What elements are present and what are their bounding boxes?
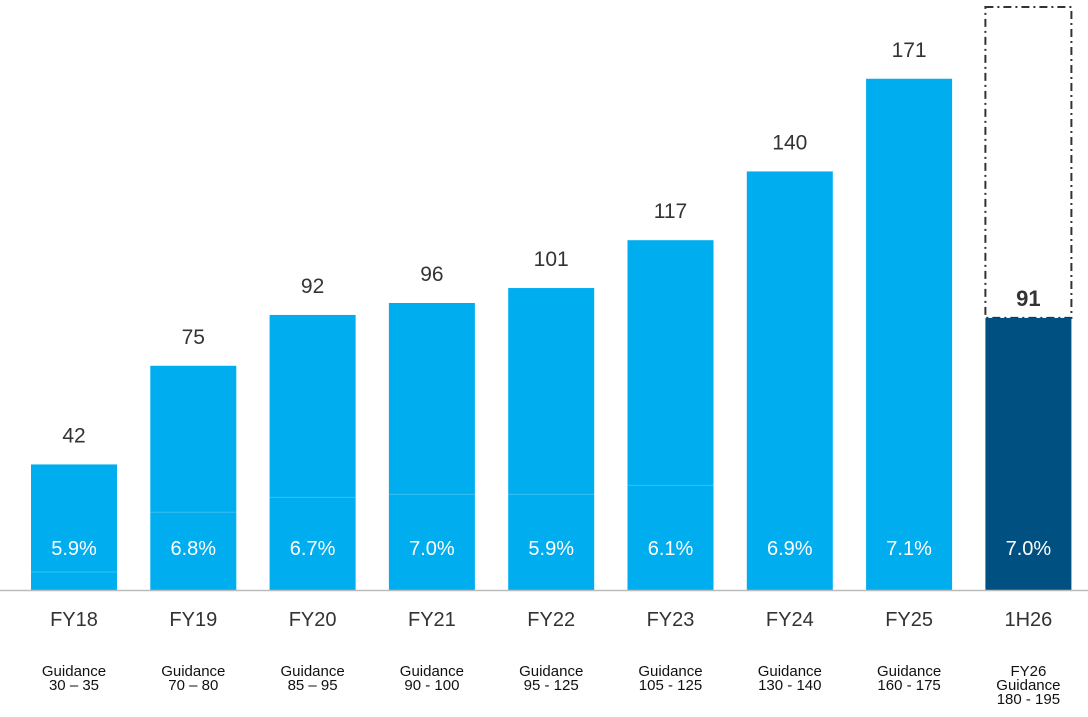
guidance-label: Guidance (638, 663, 702, 680)
guidance-label: Guidance (161, 663, 225, 680)
guidance-label: Guidance (877, 663, 941, 680)
bar-fy22 (508, 288, 595, 590)
category-label: FY19 (169, 609, 217, 631)
category-label: FY24 (766, 609, 814, 631)
percent-label: 7.0% (1006, 538, 1052, 560)
bar-fy21 (388, 302, 475, 590)
guidance-label: Guidance (400, 663, 464, 680)
guidance-label: 30 – 35 (49, 677, 99, 694)
guidance-label: 85 – 95 (288, 677, 338, 694)
bar-fy25 (866, 78, 953, 590)
value-label: 42 (62, 424, 85, 447)
percent-label: 7.0% (409, 538, 455, 560)
value-label: 75 (182, 326, 205, 349)
value-label: 171 (892, 39, 927, 62)
bar-fy20 (269, 314, 356, 590)
guidance-label: 90 - 100 (404, 677, 459, 694)
guidance-label: Guidance (42, 663, 106, 680)
category-label: FY23 (647, 609, 695, 631)
category-label: FY21 (408, 609, 456, 631)
percent-label: 6.9% (767, 538, 813, 560)
percent-label: 5.9% (51, 538, 97, 560)
category-label: 1H26 (1004, 609, 1052, 631)
projection-outline (984, 6, 1073, 319)
percent-label: 5.9% (528, 538, 574, 560)
category-label: FY25 (885, 609, 933, 631)
bar-1h26 (985, 317, 1072, 590)
bar-fy24 (746, 171, 833, 590)
value-label: 96 (420, 263, 443, 286)
percent-label: 6.8% (171, 538, 217, 560)
percent-label: 6.7% (290, 538, 336, 560)
category-label: FY20 (289, 609, 337, 631)
guidance-label: Guidance (519, 663, 583, 680)
guidance-label: 160 - 175 (877, 677, 940, 694)
guidance-label: 95 - 125 (524, 677, 579, 694)
percent-label: 6.1% (648, 538, 694, 560)
bar-fy19 (150, 365, 237, 590)
guidance-label: 105 - 125 (639, 677, 702, 694)
bars-layer (31, 6, 1073, 590)
percent-label: 7.1% (886, 538, 932, 560)
category-label: FY18 (50, 609, 98, 631)
value-label: 91 (1016, 286, 1040, 311)
value-label: 140 (772, 131, 807, 154)
guidance-label: FY26 (1010, 663, 1046, 680)
category-label: FY22 (527, 609, 575, 631)
guidance-label: 70 – 80 (168, 677, 218, 694)
guidance-label: Guidance (996, 677, 1060, 694)
guidance-label: 130 - 140 (758, 677, 821, 694)
value-label: 92 (301, 275, 324, 298)
bar-fy18 (31, 464, 117, 590)
bar-fy23 (627, 240, 714, 590)
value-label: 117 (654, 200, 687, 223)
guidance-label: Guidance (280, 663, 344, 680)
value-label: 101 (534, 248, 569, 271)
guidance-label: Guidance (758, 663, 822, 680)
guidance-label: 180 - 195 (997, 691, 1060, 708)
